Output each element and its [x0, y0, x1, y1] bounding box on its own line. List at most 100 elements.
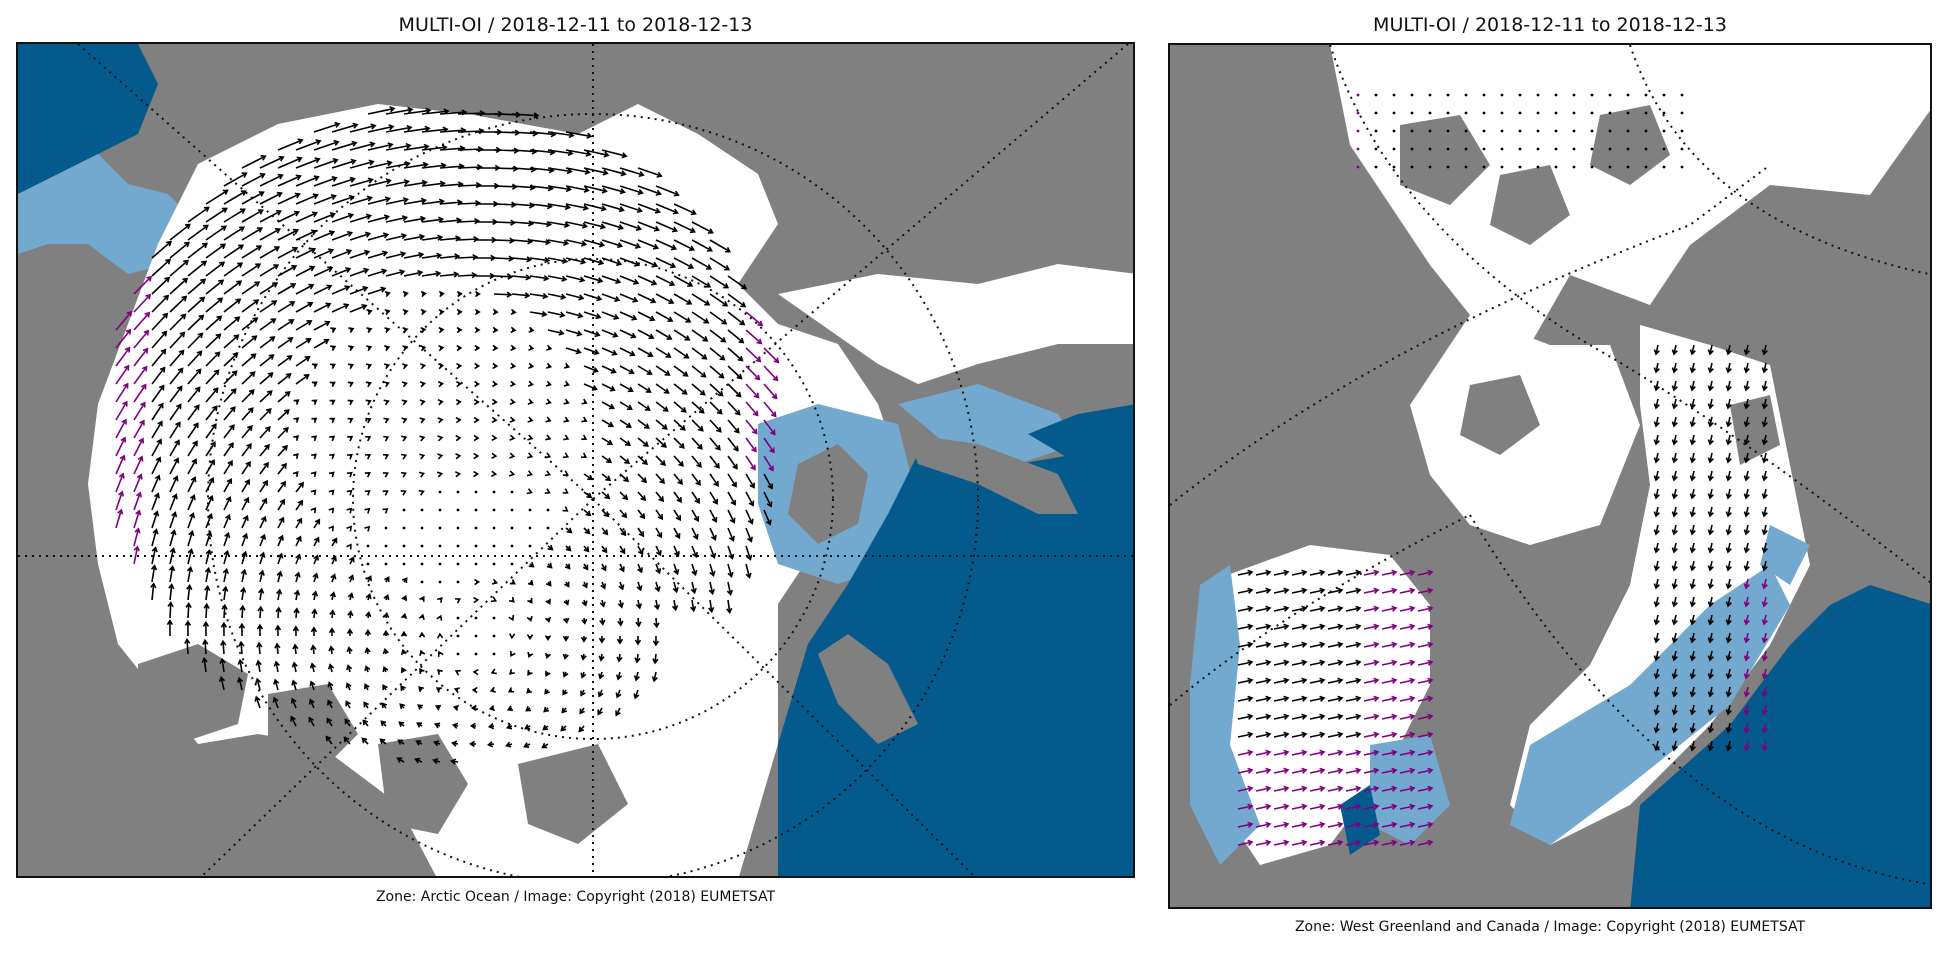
- drift-vector-dot: [1590, 129, 1594, 133]
- drift-vector-dot: [1536, 129, 1540, 133]
- drift-vector-arrow: [115, 400, 128, 421]
- drift-vector-arrow: [655, 365, 671, 376]
- drift-vector-arrow: [745, 347, 762, 363]
- drift-vector-arrow: [1725, 344, 1732, 356]
- drift-vector-arrow: [184, 619, 192, 637]
- drift-vector-arrow: [653, 617, 660, 629]
- drift-vector-arrow: [327, 699, 333, 709]
- drift-vector-arrow: [438, 290, 445, 298]
- island-cluster-5: [518, 744, 628, 844]
- drift-vector-arrow: [380, 720, 387, 727]
- drift-vector-arrow: [259, 246, 281, 259]
- drift-vector-arrow: [1743, 632, 1750, 644]
- drift-vector-arrow: [362, 719, 369, 727]
- drift-vector-arrow: [385, 269, 406, 277]
- drift-vector-arrow: [616, 653, 623, 663]
- drift-vector-arrow: [1363, 659, 1380, 666]
- drift-vector-arrow: [223, 244, 245, 259]
- drift-vector-arrow: [598, 635, 606, 644]
- drift-vector-arrow: [349, 177, 374, 187]
- drift-vector-arrow: [1255, 605, 1272, 612]
- drift-vector-arrow: [241, 442, 252, 457]
- drift-vector-arrow: [169, 403, 182, 421]
- drift-vector-arrow: [1743, 488, 1750, 500]
- drift-vector-arrow: [1653, 434, 1660, 446]
- drift-vector-arrow: [367, 142, 394, 151]
- map-arctic-ocean[interactable]: [16, 42, 1135, 878]
- drift-vector-arrow: [1255, 731, 1272, 738]
- drift-vector-arrow: [133, 473, 143, 493]
- drift-vector-arrow: [562, 671, 569, 678]
- drift-vector-arrow: [223, 442, 234, 457]
- drift-vector-arrow: [490, 668, 497, 675]
- drift-vector-arrow: [1689, 596, 1696, 608]
- drift-vector-arrow: [438, 362, 445, 370]
- drift-vector-arrow: [328, 645, 335, 655]
- drift-vector-arrow: [580, 689, 586, 697]
- drift-vector-arrow: [1363, 677, 1380, 684]
- drift-vector-arrow: [1381, 605, 1398, 612]
- drift-vector-arrow: [655, 491, 665, 503]
- drift-vector-arrow: [329, 381, 336, 388]
- map-west-greenland-canada[interactable]: [1168, 43, 1932, 909]
- drift-vector-arrow: [547, 203, 571, 211]
- drift-vector-arrow: [619, 347, 636, 357]
- drift-vector-arrow: [187, 404, 200, 421]
- drift-vector-arrow: [601, 419, 615, 428]
- drift-vector-arrow: [490, 596, 498, 603]
- drift-vector-arrow: [524, 724, 531, 730]
- drift-vector-arrow: [601, 311, 620, 320]
- drift-vector-arrow: [1381, 839, 1398, 846]
- drift-vector-arrow: [205, 512, 213, 529]
- drift-vector-arrow: [1309, 785, 1326, 792]
- drift-vector-arrow: [401, 577, 408, 584]
- drift-vector-arrow: [709, 563, 716, 578]
- drift-vector-dot: [1482, 93, 1486, 97]
- drift-vector-arrow: [565, 545, 572, 552]
- drift-vector-arrow: [400, 648, 408, 656]
- drift-vector-arrow: [151, 312, 169, 331]
- drift-vector-arrow: [1363, 641, 1380, 648]
- drift-vector-arrow: [438, 344, 445, 352]
- drift-vector-dot: [546, 508, 550, 512]
- drift-vector-arrow: [1417, 659, 1434, 666]
- drift-vector-dot: [1500, 111, 1504, 115]
- drift-vector-arrow: [401, 381, 408, 388]
- drift-vector-arrow: [223, 316, 241, 331]
- drift-vector-arrow: [637, 383, 652, 393]
- drift-vector-arrow: [655, 401, 669, 412]
- drift-vector-arrow: [151, 348, 167, 367]
- drift-vector-arrow: [653, 599, 661, 611]
- drift-vector-arrow: [311, 399, 318, 406]
- drift-vector-arrow: [617, 599, 624, 609]
- drift-vector-arrow: [457, 254, 479, 261]
- drift-vector-arrow: [259, 515, 267, 529]
- drift-vector-arrow: [421, 252, 443, 259]
- drift-vector-arrow: [187, 368, 202, 385]
- drift-vector-arrow: [151, 528, 159, 547]
- drift-vector-arrow: [169, 511, 178, 529]
- drift-vector-arrow: [293, 435, 300, 441]
- drift-vector-arrow: [1689, 470, 1696, 482]
- drift-vector-arrow: [187, 332, 204, 349]
- drift-vector-dot: [1554, 129, 1558, 133]
- drift-vector-arrow: [1417, 569, 1434, 576]
- drift-vector-arrow: [218, 675, 226, 691]
- drift-vector-arrow: [1689, 560, 1696, 572]
- drift-vector-arrow: [115, 472, 125, 493]
- drift-vector-dot: [510, 544, 514, 548]
- island-novaya-zemlya: [908, 434, 1078, 514]
- drift-vector-dot: [1626, 147, 1630, 151]
- drift-vector-dot: [1392, 93, 1396, 97]
- drift-vector-arrow: [367, 160, 393, 169]
- drift-vector-arrow: [673, 545, 680, 558]
- drift-vector-arrow: [1725, 524, 1732, 536]
- drift-vector-arrow: [637, 527, 645, 538]
- drift-vector-arrow: [636, 581, 643, 592]
- drift-vector-arrow: [1255, 713, 1272, 720]
- drift-vector-arrow: [403, 251, 425, 259]
- drift-vector-arrow: [1671, 650, 1678, 662]
- drift-vector-arrow: [150, 564, 158, 583]
- drift-vector-arrow: [1743, 650, 1750, 662]
- drift-vector-arrow: [1291, 731, 1308, 738]
